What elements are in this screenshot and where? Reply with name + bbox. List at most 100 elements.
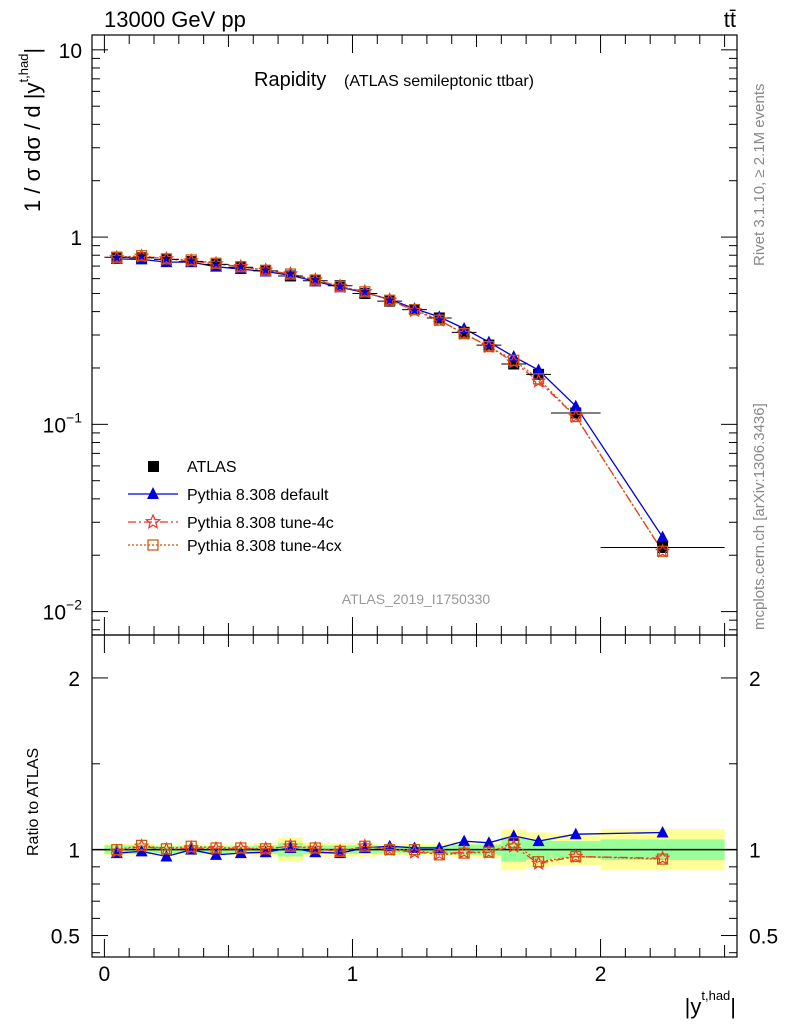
svg-text:1 / σ dσ / d |yt,had|: 1 / σ dσ / d |yt,had| [16, 48, 45, 212]
x-axis-label-main: |y [685, 994, 702, 1019]
ratio-series-line-tune4cx [116, 842, 663, 863]
main-point-tune4cx [508, 354, 520, 366]
ratio-panel-frame [91, 634, 738, 958]
main-y-tick-label: 10 [59, 40, 82, 63]
ratio-point-tune4cx [334, 845, 346, 857]
main-atlas-point [570, 407, 582, 419]
main-point-tune4cx [433, 314, 445, 326]
ratio-x-tick-label: 2 [595, 963, 607, 986]
ratio-point-default [383, 839, 396, 852]
main-point-tune4cx [260, 264, 272, 276]
ratio-point-tune4cx [458, 847, 470, 859]
main-atlas-point [657, 541, 669, 553]
ratio-point-tune4cx [384, 844, 396, 856]
main-axis-ticks: 10 1 10−1 10−2 [43, 35, 737, 635]
main-point-tune4cx [334, 280, 346, 293]
main-point-default [656, 530, 669, 543]
ratio-axis-ticks: 0 1 2 0.5 0.5 1 1 2 2 [51, 635, 778, 986]
ratio-point-tune4cx [309, 842, 321, 854]
ratio-point-tune4cx [570, 850, 582, 863]
ratio-y-tick-label: 0.5 [51, 926, 80, 949]
ratio-point-tune4cx [260, 843, 272, 855]
main-atlas-point [508, 358, 520, 370]
main-y-tick-label: 10−1 [43, 409, 83, 437]
ratio-y-axis-label: Ratio to ATLAS [25, 748, 42, 856]
ratio-point-default [482, 836, 495, 848]
legend-marker-default [147, 487, 159, 499]
ratio-y-tick-label: 1 [68, 840, 80, 863]
main-point-tune4cx [458, 328, 470, 340]
ratio-point-tune4cx [235, 842, 247, 854]
mcplots-reference-label: mcplots.cern.ch [arXiv:1306.3436] [751, 403, 768, 630]
plot-subtitle: (ATLAS semileptonic ttbar) [344, 73, 534, 90]
ratio-point-default [160, 850, 173, 862]
ratio-panel: 0 1 2 0.5 0.5 1 1 2 2 Ratio to ATLAS |yt,had| [25, 634, 778, 1019]
ratio-y-tick-label-right: 1 [749, 840, 761, 863]
main-y-tick-label: 10−2 [43, 597, 83, 625]
rivet-version-label: Rivet 3.1.10, ≥ 2.1M events [751, 84, 768, 267]
main-data-layer [104, 248, 725, 558]
ratio-y-tick-label-right: 0.5 [749, 926, 778, 949]
header-process-label: tt̄ [724, 7, 736, 32]
main-y-axis-label-end: | [20, 48, 45, 54]
x-axis-label-end: | [730, 994, 736, 1019]
main-point-tune4cx [483, 341, 495, 353]
main-point-tune4cx [235, 261, 247, 273]
ratio-point-default [210, 848, 223, 860]
main-y-axis-label: 1 / σ dσ / d |yt,had| [16, 48, 45, 212]
analysis-watermark: ATLAS_2019_I1750330 [342, 591, 491, 607]
main-point-tune4cx [570, 410, 582, 423]
ratio-point-tune4cx [408, 844, 421, 856]
ratio-point-tune4cx [532, 856, 545, 868]
main-point-default [532, 363, 545, 376]
legend-label-atlas: ATLAS [187, 459, 237, 476]
legend-label-default: Pythia 8.308 default [187, 487, 329, 504]
legend-marker-tune4cx [147, 539, 159, 551]
ratio-x-tick-label: 0 [99, 963, 111, 986]
legend-label-tune4c: Pythia 8.308 tune-4c [187, 515, 334, 532]
ratio-point-tune4cx [185, 840, 197, 852]
ratio-point-tune4cx [656, 853, 669, 865]
main-point-default [433, 310, 446, 322]
header-energy-label: 13000 GeV pp [104, 7, 246, 32]
main-y-axis-label-main: 1 / σ dσ / d |y [20, 83, 45, 212]
ratio-point-default [458, 834, 471, 847]
main-point-tune4cx [359, 286, 371, 298]
main-point-tune4cx [284, 268, 297, 280]
legend: ATLAS Pythia 8.308 default Pythia 8.308 … [128, 459, 342, 555]
ratio-y-tick-label-right: 2 [749, 668, 761, 691]
ratio-point-default [569, 827, 582, 840]
main-point-tune4cx [532, 373, 545, 385]
ratio-x-tick-label: 1 [347, 963, 359, 986]
main-point-tune4cx [656, 545, 669, 557]
x-axis-label: |yt,had| [685, 988, 736, 1019]
ratio-point-tune4cx [359, 840, 371, 852]
main-y-axis-label-sup: t,had [16, 54, 31, 83]
ratio-point-tune4cx [160, 843, 173, 855]
main-point-default [569, 399, 582, 412]
ratio-point-tune4cx [433, 849, 445, 861]
ratio-point-tune4cx [483, 846, 495, 858]
ratio-y-tick-label: 2 [68, 668, 80, 691]
main-point-tune4cx [111, 251, 123, 263]
main-point-tune4cx [384, 294, 396, 306]
ratio-point-default [656, 825, 669, 838]
main-point-tune4cx [136, 250, 148, 262]
ratio-point-tune4cx [136, 839, 148, 851]
legend-marker-atlas [148, 461, 159, 472]
legend-label-tune4cx: Pythia 8.308 tune-4cx [187, 538, 342, 555]
main-point-tune4cx [408, 303, 421, 316]
x-axis-label-sup: t,had [701, 988, 730, 1003]
plot-title: Rapidity [254, 69, 326, 91]
main-point-tune4cx [185, 254, 197, 266]
main-point-tune4cx [160, 253, 173, 265]
ratio-point-default [532, 834, 545, 847]
ratio-point-tune4cx [284, 840, 297, 852]
svg-text:|yt,had|: |yt,had| [685, 988, 736, 1019]
legend-marker-tune4c [144, 513, 162, 529]
ratio-data-layer [92, 825, 737, 871]
ratio-point-tune4cx [111, 844, 123, 856]
main-point-tune4cx [309, 274, 321, 286]
main-y-tick-label: 1 [70, 227, 82, 250]
